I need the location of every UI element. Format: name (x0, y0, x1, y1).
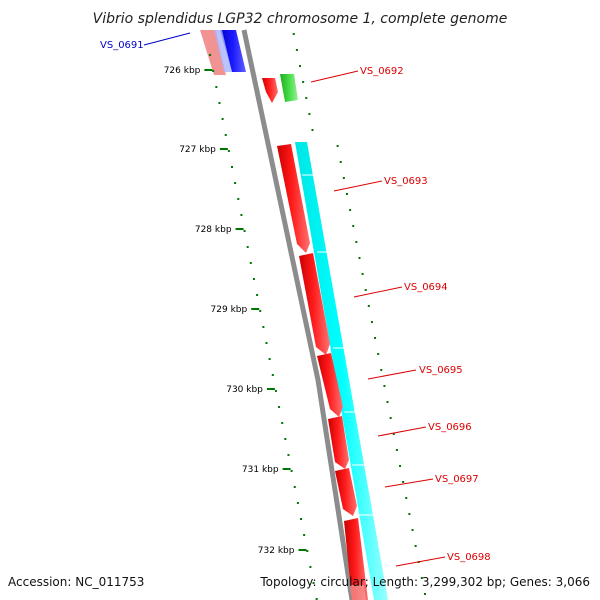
cyan-track-dividers (302, 174, 373, 516)
topology-text: Topology: circular; Length: 3,299,302 bp… (260, 575, 590, 589)
scale-tick-label: 728 kbp (195, 225, 232, 235)
gene-labels: VS_0691 VS_0692 VS_0693 VS_0694 VS_0695 VS_06… (100, 32, 491, 567)
gene-label-leader (310, 70, 359, 83)
gene-label-leader (395, 556, 446, 567)
vs0693-gene-arrow (277, 144, 310, 253)
gene-label-leader (367, 369, 417, 380)
cyan-track (295, 142, 388, 600)
gene-label[interactable]: VS_0694 (404, 282, 448, 293)
scale-tick-label: 731 kbp (242, 465, 279, 475)
bottom-pink-feature (350, 585, 366, 600)
vs0694-gene-arrow (299, 253, 330, 355)
scale-tick-label: 732 kbp (258, 546, 295, 556)
scale-tick-label: 726 kbp (164, 66, 201, 76)
vs0695-gene-arrow (317, 353, 343, 417)
vs0692-green-rna (280, 74, 298, 102)
gene-label[interactable]: VS_0697 (435, 474, 479, 485)
gene-label-leader (384, 478, 434, 488)
gene-label[interactable]: VS_0691 (100, 40, 144, 51)
gene-label-leader (353, 286, 403, 298)
vs0697-gene-arrow (335, 468, 357, 516)
vs0691-gene-arrow (220, 30, 246, 72)
gene-label[interactable]: VS_0698 (447, 552, 491, 563)
vs0692-red-arrow (262, 78, 278, 103)
gene-label[interactable]: VS_0695 (419, 365, 463, 376)
top-pink-feature (200, 30, 226, 75)
scale-tick-label: 729 kbp (211, 305, 248, 315)
scale-minor-ticks (209, 33, 426, 600)
genome-backbone (241, 29, 355, 600)
scale-tick-label: 727 kbp (179, 145, 216, 155)
gene-label-leader (377, 426, 427, 437)
red-gene-track (277, 144, 368, 600)
gene-label[interactable]: VS_0692 (360, 66, 404, 77)
scale-major-ticks: 726 kbp 727 kbp 728 kbp 729 kbp 730 kbp 731 k… (164, 66, 307, 556)
vs0698-gene-arrow (344, 518, 368, 600)
map-title: Vibrio splendidus LGP32 chromosome 1, co… (93, 11, 508, 27)
accession-text: Accession: NC_011753 (8, 575, 145, 589)
gene-label-leader (333, 180, 383, 192)
gene-label[interactable]: VS_0696 (428, 422, 472, 433)
gene-label-leader (143, 32, 191, 46)
vs0696-gene-arrow (328, 416, 349, 469)
top-lightblue-feature (214, 30, 232, 72)
gene-label[interactable]: VS_0693 (384, 176, 428, 187)
scale-tick-label: 730 kbp (226, 385, 263, 395)
